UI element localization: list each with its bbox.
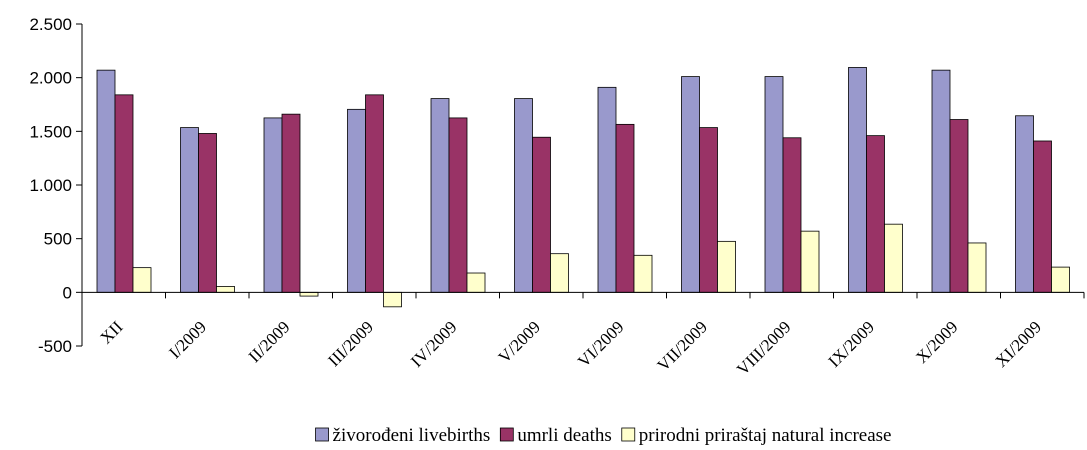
x-tick-label: III/2009 (324, 317, 377, 370)
y-tick-label: 1.000 (29, 176, 72, 195)
x-tick-label: XII (96, 317, 126, 347)
legend-swatch-1 (499, 427, 514, 442)
bar-zivorođeni-0 (96, 69, 116, 293)
bar-prirodni-4 (466, 272, 486, 293)
x-tick-label: IV/2009 (407, 317, 461, 371)
legend: živorođeni livebirths umrli deaths prirodn… (315, 425, 892, 446)
legend-swatch-2 (621, 427, 636, 442)
bar-umrli-2 (281, 113, 301, 293)
bar-umrli-5 (532, 136, 551, 293)
bar-umrli-1 (198, 133, 217, 293)
bar-prirodni-9 (884, 223, 903, 293)
legend-label-0: živorođeni livebirths (333, 425, 491, 446)
x-tick-label: VII/2009 (654, 317, 712, 375)
bar-prirodni-3 (383, 291, 402, 308)
y-tick-label: 0 (63, 283, 72, 302)
x-tick-label: V/2009 (495, 317, 544, 366)
bar-zivorođeni-1 (180, 127, 199, 293)
bar-prirodni-8 (800, 230, 820, 293)
x-tick-label: X/2009 (912, 317, 961, 366)
bar-umrli-9 (866, 135, 885, 293)
y-tick-label: 500 (44, 230, 72, 249)
bar-zivorođeni-11 (1015, 115, 1034, 293)
x-tick-label: XI/2009 (992, 317, 1046, 371)
bar-umrli-3 (365, 94, 384, 293)
bar-zivorođeni-9 (848, 67, 867, 293)
x-tick-label: VI/2009 (574, 317, 628, 371)
bar-umrli-11 (1033, 140, 1052, 293)
x-axis: XII I/2009 II/2009 III/2009 IV/2009 V/2009 VI/… (81, 291, 1085, 379)
y-axis: -500 0 500 1.000 1.500 2.000 2.500 (29, 15, 83, 356)
bar-umrli-7 (699, 127, 718, 293)
bar-umrli-0 (114, 94, 134, 293)
bar-prirodni-7 (717, 240, 736, 293)
bar-umrli-8 (782, 137, 802, 293)
bar-umrli-10 (949, 119, 969, 293)
bar-zivorođeni-6 (597, 86, 617, 293)
y-tick-label: 2.500 (29, 15, 72, 34)
bar-zivorođeni-4 (430, 98, 450, 293)
bar-zivorođeni-10 (931, 69, 951, 293)
bar-zivorođeni-3 (347, 108, 366, 293)
legend-label-1: umrli deaths (517, 425, 611, 446)
bar-prirodni-2 (299, 291, 319, 297)
bar-zivorođeni-8 (764, 76, 784, 293)
bar-prirodni-6 (633, 254, 653, 293)
bar-prirodni-11 (1051, 266, 1070, 293)
y-tick-label: -500 (38, 337, 72, 356)
y-tick-label: 2.000 (29, 69, 72, 88)
bar-prirodni-5 (550, 253, 569, 293)
bar-prirodni-0 (132, 267, 152, 293)
legend-swatch-0 (315, 427, 329, 442)
bar-umrli-6 (615, 123, 635, 293)
bar-umrli-4 (448, 117, 468, 293)
x-tick-label: IX/2009 (825, 317, 879, 371)
bar-zivorođeni-7 (681, 76, 700, 293)
bars (96, 67, 1070, 308)
x-tick-label: VIII/2009 (733, 317, 795, 379)
bar-prirodni-1 (216, 286, 235, 293)
bar-zivorođeni-2 (263, 117, 283, 293)
y-tick-label: 1.500 (29, 122, 72, 141)
x-tick-label: II/2009 (245, 317, 294, 366)
bar-prirodni-10 (967, 242, 987, 293)
bar-zivorođeni-5 (514, 98, 533, 293)
legend-label-2: prirodni priraštaj natural increase (639, 425, 892, 446)
x-tick-label: I/2009 (165, 317, 210, 362)
